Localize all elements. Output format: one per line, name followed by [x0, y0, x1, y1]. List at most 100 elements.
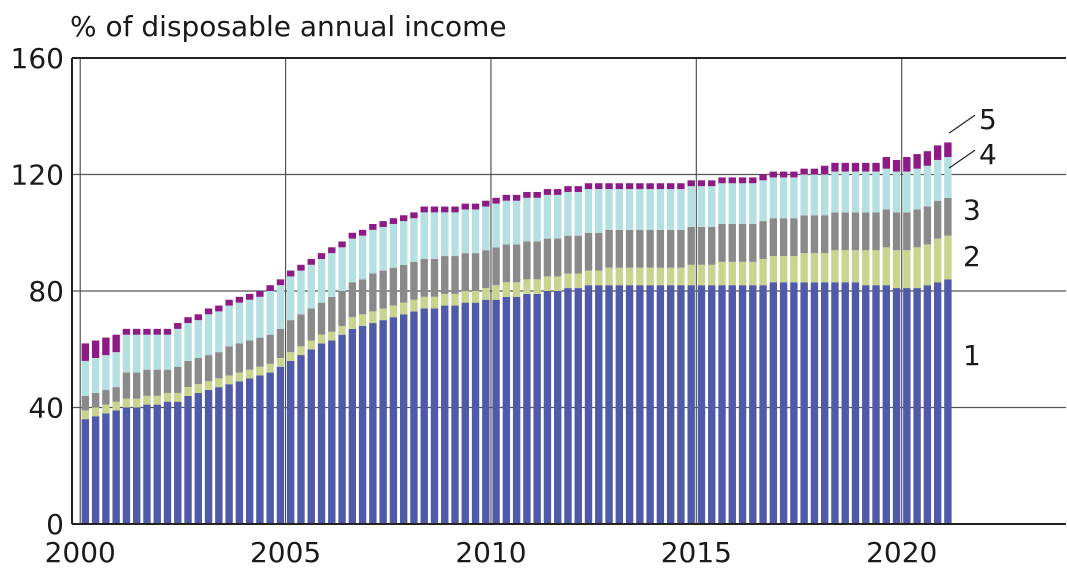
bar-segment-series-1 [430, 308, 439, 524]
bar-segment-series-2 [133, 398, 141, 408]
bar-segment-series-3 [615, 229, 624, 268]
bar-segment-series-2 [266, 363, 274, 373]
bar-segment-series-2 [235, 372, 244, 382]
y-tick-labels: 0 40 80 120 160 [11, 42, 64, 541]
bar-segment-series-2 [605, 267, 613, 286]
bar-segment-series-4 [389, 224, 398, 268]
bar-segment-series-2 [790, 256, 798, 283]
bar-segment-series-1 [677, 285, 685, 524]
bar-segment-series-5 [512, 194, 521, 201]
bar-segment-series-3 [646, 229, 654, 268]
bar-segment-series-4 [533, 197, 541, 242]
bar-segment-series-2 [728, 261, 736, 286]
bar-segment-series-1 [451, 305, 459, 524]
bar-segment-series-2 [184, 387, 192, 396]
bar-segment-series-4 [790, 177, 798, 219]
bar-segment-series-2 [451, 293, 459, 306]
bar-segment-series-4 [81, 360, 90, 396]
bar-segment-series-1 [646, 285, 654, 524]
bar-segment-series-5 [851, 162, 860, 172]
bar-segment-series-5 [184, 317, 192, 324]
bar-segment-series-5 [677, 183, 685, 190]
bar-segment-series-3 [625, 229, 634, 268]
bar-segment-series-2 [153, 395, 161, 405]
bar-segment-series-4 [892, 171, 901, 213]
y-tick-label: 0 [46, 508, 64, 541]
bar-segment-series-3 [358, 279, 367, 315]
bar-segment-series-3 [574, 235, 582, 274]
bar-segment-series-3 [605, 229, 613, 268]
bar-segment-series-2 [595, 270, 603, 286]
bar-segment-series-3 [256, 337, 264, 367]
bar-segment-series-5 [523, 191, 531, 198]
bar-segment-series-3 [174, 366, 182, 393]
bar-segment-series-1 [184, 395, 192, 524]
bar-segment-series-5 [287, 270, 295, 277]
bar-segment-series-5 [831, 162, 839, 172]
bar-segment-series-2 [461, 291, 469, 303]
bar-segment-series-3 [584, 232, 593, 271]
bar-segment-series-5 [892, 159, 901, 172]
bar-segment-series-4 [420, 212, 428, 259]
bar-segment-series-4 [369, 229, 377, 274]
bar-segment-series-1 [492, 299, 500, 524]
bar-segment-series-4 [759, 180, 767, 222]
bar-segment-series-1 [338, 334, 346, 524]
bar-segment-series-2 [872, 250, 880, 286]
bar-segment-series-5 [399, 215, 408, 222]
bar-segment-series-5 [595, 183, 603, 190]
bar-segment-series-3 [317, 302, 326, 335]
bar-segment-series-4 [779, 177, 788, 219]
bar-segment-series-4 [112, 352, 120, 388]
bar-segment-series-3 [779, 218, 788, 257]
bar-segment-series-5 [112, 334, 120, 353]
bar-segment-series-3 [933, 200, 942, 239]
bar-segment-series-3 [687, 226, 695, 265]
bar-segment-series-1 [153, 404, 161, 524]
bar-segment-series-4 [338, 247, 346, 291]
bar-segment-series-3 [91, 392, 100, 408]
bar-segment-series-2 [287, 352, 295, 361]
bar-segment-series-1 [738, 285, 747, 524]
bar-segment-series-5 [615, 183, 624, 190]
bar-segment-series-1 [687, 285, 695, 524]
bar-segment-series-2 [174, 392, 182, 402]
bar-segment-series-1 [759, 285, 767, 524]
bar-segment-series-2 [574, 273, 582, 289]
bar-segment-series-3 [913, 209, 921, 248]
bar-segment-series-2 [91, 407, 100, 417]
bar-segment-series-4 [430, 212, 439, 259]
bar-segment-series-2 [225, 375, 233, 385]
bar-segment-series-3 [708, 226, 716, 265]
bar-segment-series-3 [595, 232, 603, 271]
bar-segment-series-2 [656, 267, 665, 286]
bar-segment-series-5 [307, 258, 315, 265]
bar-segment-series-3 [923, 206, 932, 245]
bar-segment-series-5 [728, 177, 736, 184]
series-label: 4 [979, 138, 997, 171]
bar-segment-series-3 [564, 235, 572, 274]
series-label-pointer [948, 114, 976, 134]
bar-segment-series-2 [348, 317, 357, 329]
bar-segment-series-2 [245, 369, 254, 379]
bar-segment-series-1 [143, 404, 151, 524]
bar-segment-series-2 [851, 250, 860, 283]
bar-segment-series-3 [451, 256, 459, 294]
bar-segment-series-2 [122, 398, 131, 408]
bar-segment-series-3 [502, 244, 511, 283]
bar-segment-series-4 [133, 334, 141, 373]
bar-segment-series-1 [595, 285, 603, 524]
bar-segment-series-2 [502, 282, 511, 297]
bar-segment-series-3 [636, 229, 644, 268]
bar-segment-series-5 [91, 340, 100, 358]
bar-segment-series-1 [194, 392, 202, 524]
bar-segment-series-2 [215, 378, 223, 388]
bar-segment-series-4 [317, 258, 326, 303]
bar-segment-series-5 [194, 314, 202, 321]
bar-segment-series-1 [851, 282, 860, 524]
bar-segment-series-5 [646, 183, 654, 190]
bar-segment-series-4 [502, 200, 511, 245]
bar-segment-series-1 [81, 419, 90, 524]
bar-segment-series-5 [256, 291, 264, 297]
